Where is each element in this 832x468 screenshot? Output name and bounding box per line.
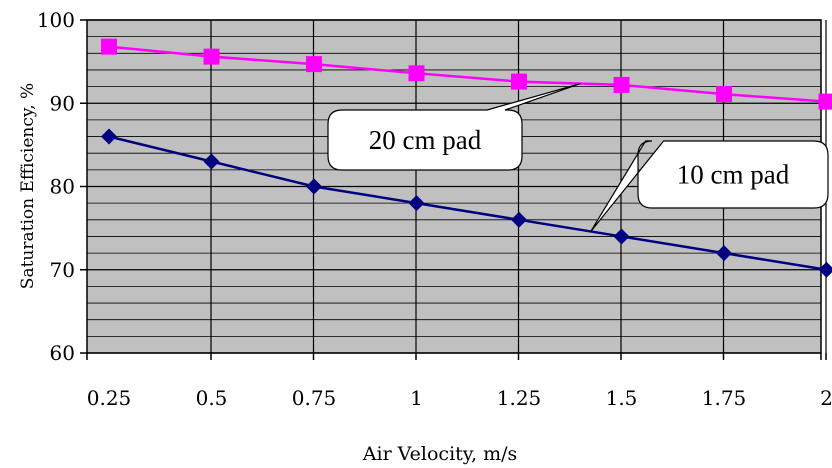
data-point-diamond [716,245,732,262]
y-tick-label: 70 [50,258,75,282]
y-axis-title: Saturation Efficiency, % [18,83,38,289]
data-point-square [613,76,630,93]
data-point-diamond [101,128,117,145]
data-point-square [511,73,527,90]
data-point-diamond [203,153,220,170]
callouts: 20 cm pad 10 cm pad [327,83,829,232]
data-point-square [203,48,220,65]
data-point-square [716,86,732,103]
series-10-cm-pad [101,128,832,278]
tick-labels: 60 70 80 90 100 0.25 0.5 0.75 1 1.25 1.5 1.75 2 [37,8,832,410]
data-point-diamond [613,228,630,245]
y-tick-label: 90 [50,91,75,115]
data-point-diamond [818,261,832,278]
series-layer [101,38,832,278]
y-tick-label: 60 [50,341,75,365]
data-point-diamond [306,178,322,195]
x-tick-label: 1.75 [702,386,747,410]
x-tick-label: 1 [410,386,423,410]
y-tick-label: 100 [37,8,75,32]
series-line [108,135,827,271]
data-point-square [818,93,832,110]
data-point-diamond [511,211,527,228]
x-tick-label: 0.25 [87,386,132,410]
x-axis-title: Air Velocity, m/s [362,443,517,465]
callout-label: 20 cm pad [369,125,482,155]
x-tick-label: 1.5 [606,386,638,410]
callout-box [327,83,581,171]
series-line [108,45,827,103]
data-point-square [101,38,117,55]
x-tick-label: 1.25 [497,386,542,410]
data-point-diamond [408,195,425,212]
callout-box [590,140,829,232]
series-20-cm-pad [101,38,832,110]
x-tick-label: 0.5 [196,386,228,410]
callout-label: 10 cm pad [677,160,790,190]
y-tick-label: 80 [50,175,75,199]
x-tick-label: 2 [820,386,832,410]
data-point-square [306,56,322,73]
x-tick-label: 0.75 [292,386,337,410]
data-point-square [408,65,425,82]
